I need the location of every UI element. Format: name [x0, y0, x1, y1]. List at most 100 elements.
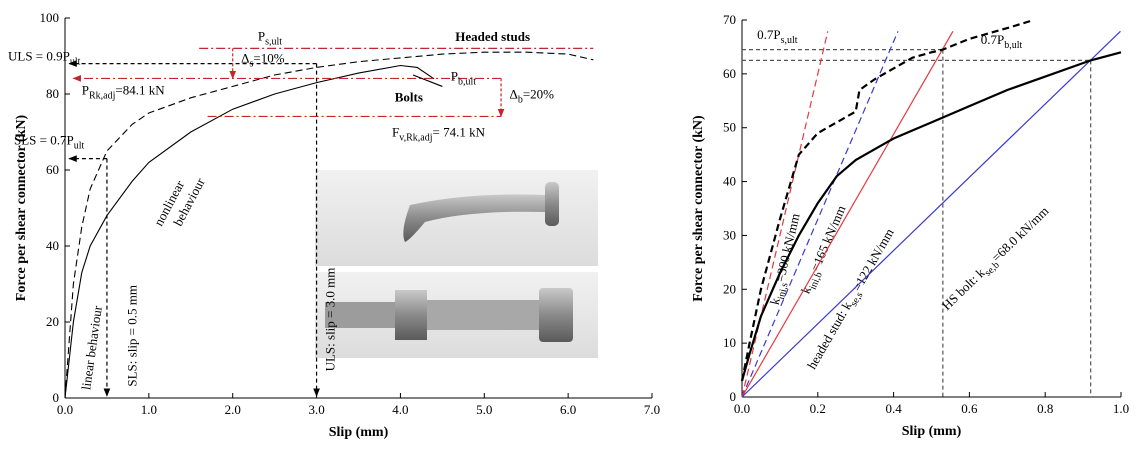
- annotation-subscript: b,ult: [458, 76, 476, 87]
- y-tick-label: 60: [723, 66, 736, 81]
- bolt-head: [539, 288, 573, 342]
- series-line: [64, 51, 594, 399]
- annotation-text: =68.0 kN/mm: [989, 203, 1052, 265]
- stiffness-line: [741, 31, 954, 398]
- annotation-text: =122 kN/mm: [849, 226, 897, 294]
- annotation-text: P: [258, 28, 265, 43]
- annotation-text: =300 kN/mm: [772, 212, 803, 283]
- bolt-shank: [427, 300, 539, 330]
- annotation-subscript: v,Rk,adj: [399, 132, 432, 143]
- bolt-nut: [395, 290, 427, 340]
- annotation-text: P: [82, 82, 89, 97]
- x-tick-label: 6.0: [560, 402, 576, 417]
- annotation-text: =84.1 kN: [115, 82, 165, 97]
- annotation-subscript: s,ult: [781, 35, 798, 46]
- annotation-text: ULS: slip = 3.0 mm: [323, 268, 338, 372]
- y-tick-label: 40: [723, 174, 736, 189]
- x-tick-label: 5.0: [476, 402, 492, 417]
- x-tick-label: 1.0: [1113, 401, 1129, 416]
- annotation-subscript: s,ult: [265, 36, 282, 47]
- y-tick-label: 0: [53, 390, 60, 405]
- annotation-subscript: b: [518, 94, 523, 105]
- y-tick-label: 100: [40, 10, 60, 25]
- x-tick-label: 0.2: [810, 401, 826, 416]
- annotation-subscript: s: [249, 58, 253, 69]
- annotation: Δs=10%: [241, 50, 285, 69]
- annotation-text: =20%: [523, 86, 554, 101]
- y-tick-label: 20: [46, 314, 59, 329]
- annotation-text: P: [451, 68, 458, 83]
- stiffness-label: HS bolt: kse,b=68.0 kN/mm: [939, 203, 1055, 316]
- y-axis-label: Force per shear connector (kN): [691, 115, 706, 302]
- photos: [315, 170, 598, 358]
- x-axis-label: Slip (mm): [902, 424, 962, 439]
- x-tick-label: 0.6: [961, 401, 978, 416]
- legend-pointer: [412, 74, 443, 87]
- annotation-text: 0.7P: [981, 32, 1004, 47]
- annotation-text: SLS: slip = 0.5 mm: [124, 285, 139, 387]
- annotation: ULS: slip = 3.0 mm: [323, 268, 338, 372]
- y-tick-label: 40: [46, 238, 59, 253]
- annotation-text: Δ: [241, 50, 249, 65]
- y-tick-label: 60: [46, 162, 59, 177]
- x-tick-label: 2.0: [225, 402, 241, 417]
- annotation: linear behaviour: [78, 304, 105, 391]
- annotation-subscript: ini,b: [808, 271, 825, 292]
- stiffness-line: [741, 31, 829, 398]
- series-line: [64, 64, 435, 399]
- y-tick-label: 0: [730, 389, 737, 404]
- annotation-text: Δ: [509, 86, 517, 101]
- x-tick-label: 0.0: [734, 401, 750, 416]
- x-tick-label: 3.0: [308, 402, 324, 417]
- series-line: [740, 18, 1035, 382]
- y-tick-label: 20: [723, 281, 736, 296]
- y-tick-label: 70: [723, 12, 736, 27]
- annotation-text: =10%: [253, 50, 284, 65]
- annotation-subscript: ult: [74, 141, 85, 152]
- annotation-subscript: ult: [70, 57, 81, 68]
- annotation: ULS = 0.9Pult: [8, 49, 81, 68]
- x-tick-label: 0.4: [885, 401, 902, 416]
- annotation-text: HS bolt: k: [939, 265, 988, 313]
- annotation-subscript: ini,s: [776, 282, 791, 301]
- series-line: [740, 51, 1122, 382]
- legend-label: Bolts: [395, 90, 423, 105]
- y-tick-label: 80: [46, 86, 59, 101]
- annotation: Fv,Rk,adj= 74.1 kN: [392, 124, 486, 143]
- annotation: Ps,ult: [258, 28, 282, 47]
- x-tick-label: 0.0: [57, 402, 73, 417]
- y-tick-label: 50: [723, 120, 736, 135]
- bolt-thread: [325, 302, 395, 328]
- legend-label: Headed studs: [455, 29, 530, 44]
- stud-shank: [403, 194, 545, 242]
- annotation: Δb=20%: [509, 86, 554, 105]
- annotation-text: headed stud: k: [804, 299, 855, 372]
- annotation: PRk,adj=84.1 kN: [82, 82, 165, 101]
- annotation-text: linear behaviour: [78, 304, 105, 391]
- x-axis-label: Slip (mm): [329, 425, 389, 440]
- stud-head: [545, 182, 559, 226]
- annotation-subscript: Rk,adj: [89, 90, 115, 101]
- annotation-text: 0.7P: [757, 27, 780, 42]
- x-tick-label: 7.0: [644, 402, 660, 417]
- annotation-text: k: [767, 296, 783, 306]
- x-tick-label: 0.8: [1037, 401, 1053, 416]
- annotation-text: F: [392, 124, 399, 139]
- annotation: 0.7Pb,ult: [981, 32, 1023, 51]
- annotation-subscript: b,ult: [1004, 40, 1022, 51]
- annotation-text: = 74.1 kN: [433, 124, 486, 139]
- annotation: Pb,ult: [451, 68, 477, 87]
- annotation-text: SLS = 0.7P: [14, 133, 74, 148]
- stiffness-label: kini,b=165 kN/mm: [798, 203, 853, 297]
- annotation: 0.7Ps,ult: [757, 27, 798, 46]
- annotation-text: =165 kN/mm: [807, 203, 848, 273]
- stiffness-line: [741, 30, 1121, 398]
- y-tick-label: 10: [723, 335, 736, 350]
- annotation: SLS = 0.7Pult: [14, 133, 84, 152]
- y-tick-label: 30: [723, 227, 736, 242]
- x-tick-label: 4.0: [392, 402, 408, 417]
- y-axis-label: Force per shear connector (kN): [14, 114, 29, 301]
- stiffness-line: [741, 31, 899, 398]
- annotation-text: ULS = 0.9P: [8, 49, 70, 64]
- annotation: SLS: slip = 0.5 mm: [124, 285, 139, 387]
